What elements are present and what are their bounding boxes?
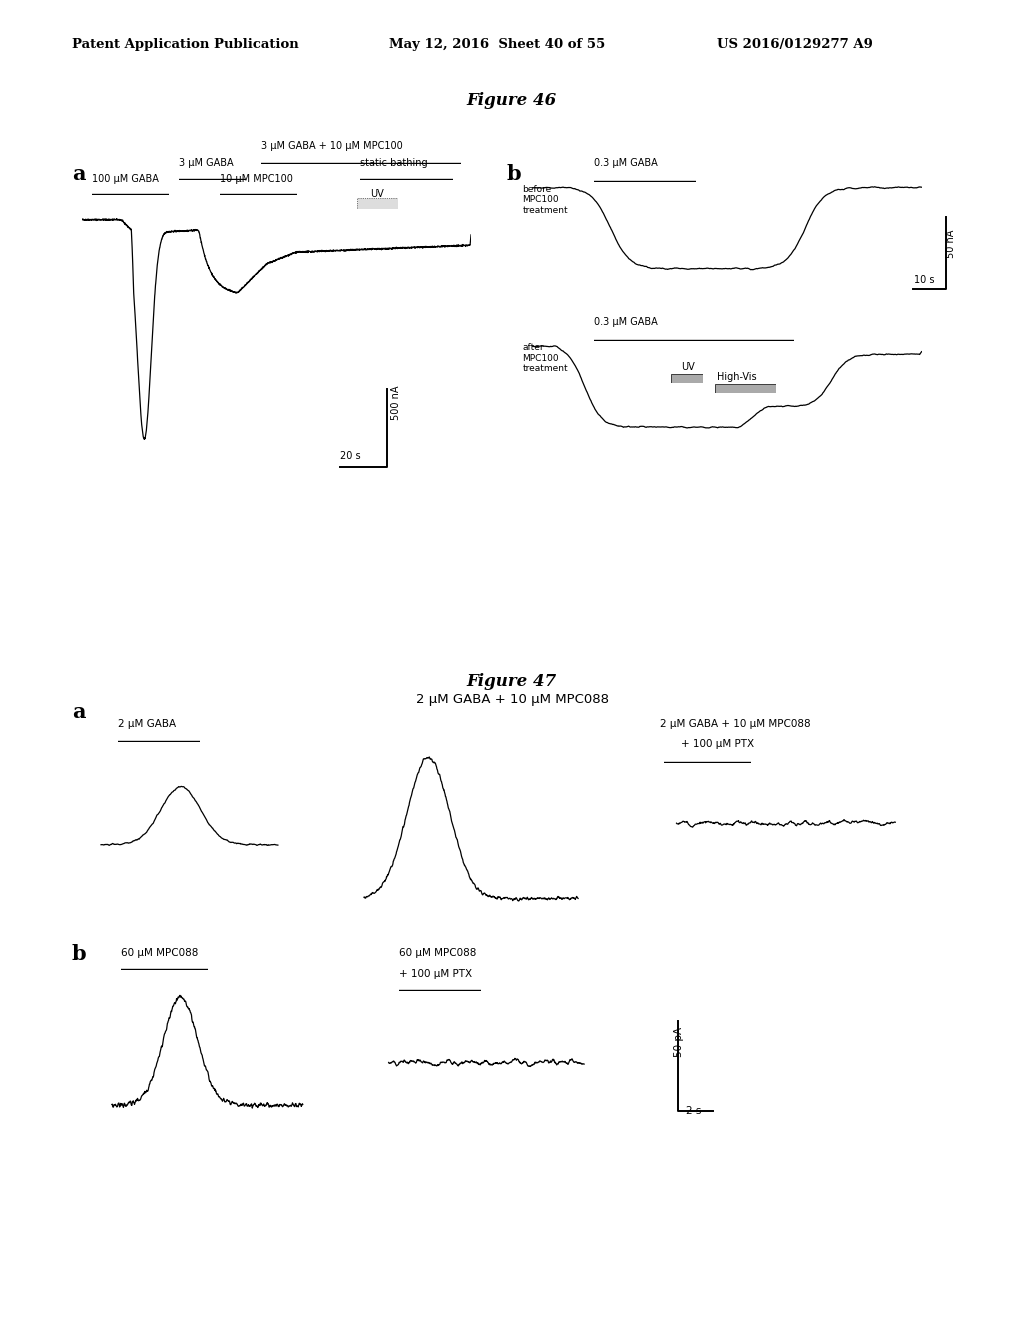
Text: before
MPC100
treatment: before MPC100 treatment [522, 185, 568, 215]
Text: 60 μM MPC088: 60 μM MPC088 [121, 948, 199, 958]
Text: High-Vis: High-Vis [717, 372, 757, 383]
Text: 50 pA: 50 pA [674, 1027, 684, 1057]
Text: + 100 μM PTX: + 100 μM PTX [681, 739, 754, 750]
Text: b: b [507, 164, 521, 183]
Text: 0.3 μM GABA: 0.3 μM GABA [594, 317, 657, 327]
Text: Figure 47: Figure 47 [467, 673, 557, 690]
Text: US 2016/0129277 A9: US 2016/0129277 A9 [717, 38, 872, 51]
Text: Figure 46: Figure 46 [467, 92, 557, 110]
Text: 0.3 μM GABA: 0.3 μM GABA [594, 158, 657, 169]
Text: after
MPC100
treatment: after MPC100 treatment [522, 343, 568, 374]
Text: 60 μM MPC088: 60 μM MPC088 [399, 948, 477, 958]
Text: static bathing: static bathing [360, 158, 428, 169]
Text: 2 μM GABA + 10 μM MPC088: 2 μM GABA + 10 μM MPC088 [660, 719, 811, 730]
Text: a: a [72, 164, 85, 183]
Text: 10 s: 10 s [914, 275, 935, 285]
Text: UV: UV [370, 189, 384, 199]
Text: 10 μM MPC100: 10 μM MPC100 [220, 174, 293, 185]
Text: 3 μM GABA: 3 μM GABA [179, 158, 233, 169]
Text: a: a [72, 702, 85, 722]
Text: May 12, 2016  Sheet 40 of 55: May 12, 2016 Sheet 40 of 55 [389, 38, 605, 51]
Text: + 100 μM PTX: + 100 μM PTX [399, 969, 472, 979]
Text: 50 nA: 50 nA [946, 230, 956, 259]
Text: 2 μM GABA + 10 μM MPC088: 2 μM GABA + 10 μM MPC088 [416, 693, 608, 706]
Text: 3 μM GABA + 10 μM MPC100: 3 μM GABA + 10 μM MPC100 [261, 141, 402, 152]
Text: 20 s: 20 s [340, 451, 360, 462]
Text: 2 μM GABA: 2 μM GABA [118, 719, 176, 730]
Text: UV: UV [681, 362, 695, 372]
Text: 2 s: 2 s [686, 1106, 701, 1117]
Text: Patent Application Publication: Patent Application Publication [72, 38, 298, 51]
Text: 500 nA: 500 nA [391, 385, 401, 420]
Text: 100 μM GABA: 100 μM GABA [92, 174, 159, 185]
Text: b: b [72, 944, 86, 964]
